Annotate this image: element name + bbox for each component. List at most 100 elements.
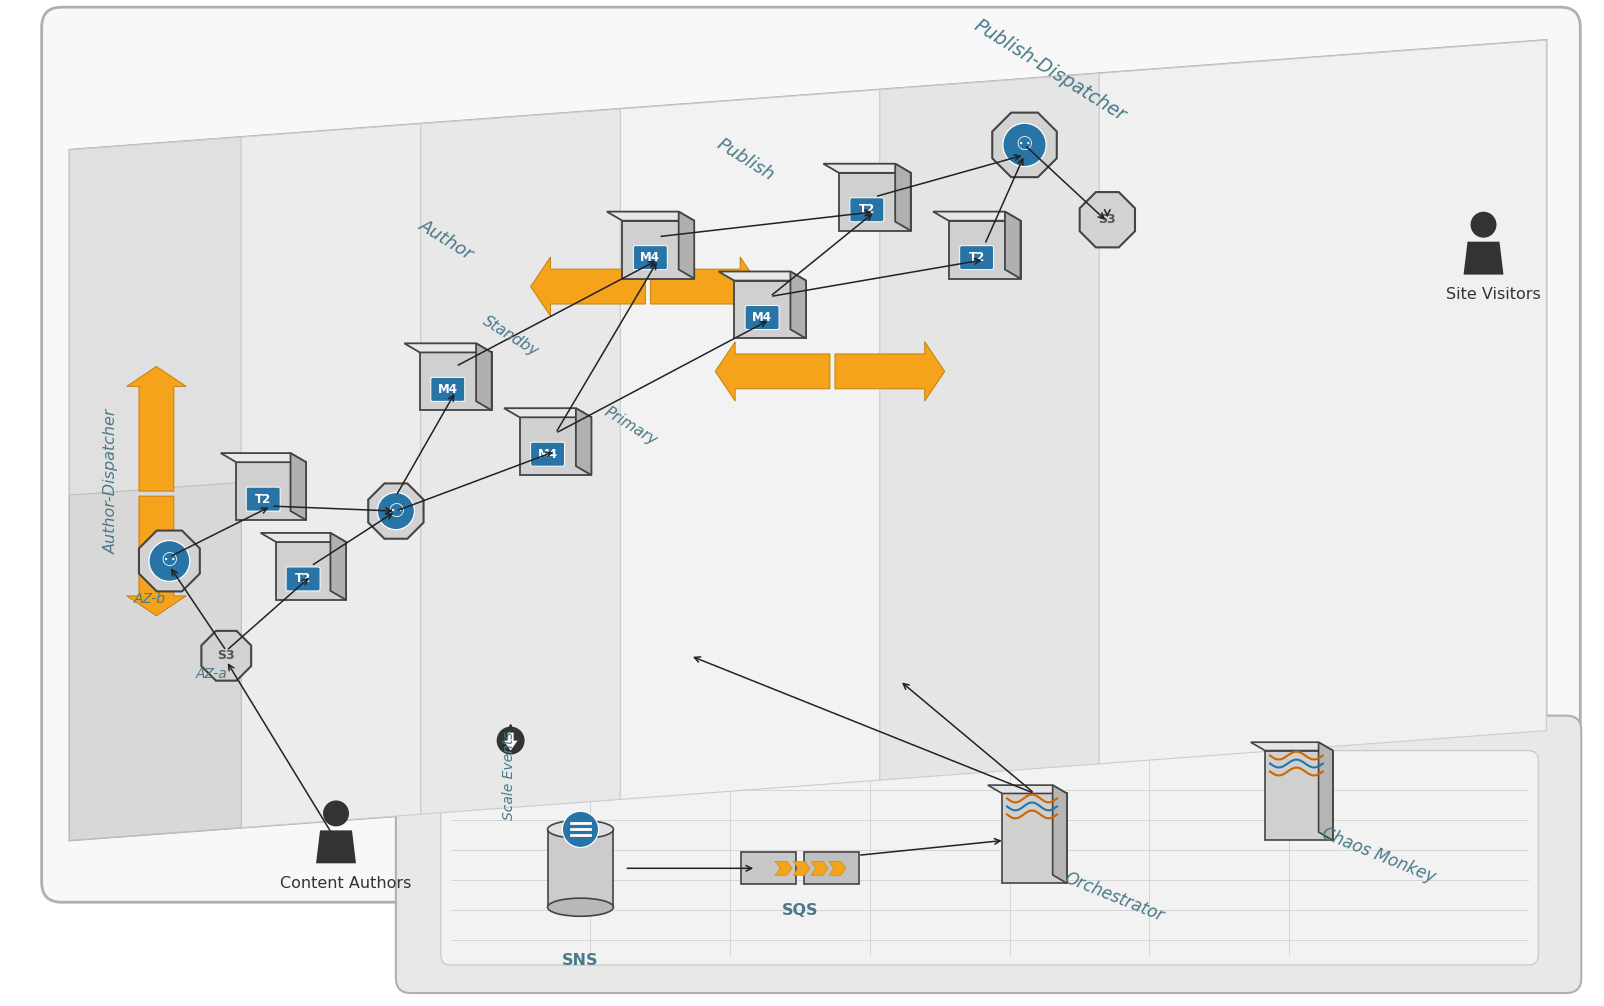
- FancyBboxPatch shape: [396, 715, 1582, 993]
- Text: ⚇: ⚇: [387, 502, 404, 520]
- Circle shape: [149, 540, 189, 581]
- FancyBboxPatch shape: [746, 306, 780, 330]
- Polygon shape: [1318, 742, 1333, 840]
- Polygon shape: [606, 211, 695, 220]
- Text: T2: T2: [858, 203, 876, 216]
- Text: ⚇: ⚇: [1015, 136, 1033, 154]
- Text: T2: T2: [255, 493, 271, 506]
- Polygon shape: [1002, 794, 1067, 883]
- Polygon shape: [330, 533, 346, 600]
- Polygon shape: [1251, 742, 1333, 750]
- Polygon shape: [504, 408, 592, 417]
- Polygon shape: [504, 732, 518, 750]
- Polygon shape: [1006, 211, 1020, 279]
- Polygon shape: [69, 482, 241, 840]
- Polygon shape: [622, 220, 695, 279]
- Text: T2: T2: [295, 572, 311, 585]
- Polygon shape: [839, 173, 911, 230]
- Text: Scale Events: Scale Events: [502, 731, 515, 820]
- Polygon shape: [476, 343, 492, 410]
- Polygon shape: [69, 137, 241, 840]
- Polygon shape: [804, 852, 858, 884]
- Polygon shape: [127, 366, 186, 491]
- Text: ⚇: ⚇: [160, 551, 178, 570]
- Text: Content Authors: Content Authors: [281, 876, 412, 890]
- Polygon shape: [202, 631, 252, 681]
- Circle shape: [377, 493, 414, 529]
- Polygon shape: [829, 861, 845, 875]
- Text: Primary: Primary: [602, 404, 659, 449]
- Polygon shape: [236, 462, 306, 520]
- Text: Publish: Publish: [714, 135, 778, 184]
- FancyBboxPatch shape: [42, 7, 1580, 902]
- Text: SNS: SNS: [563, 953, 598, 968]
- Ellipse shape: [547, 898, 613, 916]
- Polygon shape: [823, 164, 911, 173]
- Polygon shape: [531, 257, 645, 316]
- Polygon shape: [1079, 192, 1136, 247]
- Polygon shape: [69, 40, 1546, 840]
- Polygon shape: [260, 533, 346, 542]
- Polygon shape: [420, 352, 492, 410]
- Ellipse shape: [547, 820, 613, 838]
- Polygon shape: [988, 785, 1067, 794]
- Polygon shape: [1266, 750, 1333, 840]
- Polygon shape: [735, 281, 805, 338]
- Circle shape: [322, 801, 350, 826]
- Text: Chaos Monkey: Chaos Monkey: [1318, 824, 1439, 886]
- Text: M4: M4: [640, 252, 661, 265]
- Text: S3: S3: [1099, 213, 1116, 226]
- Polygon shape: [792, 861, 810, 875]
- Polygon shape: [276, 542, 346, 600]
- Polygon shape: [678, 211, 695, 279]
- Polygon shape: [993, 113, 1057, 177]
- Polygon shape: [715, 342, 829, 401]
- Polygon shape: [934, 211, 1020, 220]
- Polygon shape: [741, 852, 796, 884]
- Text: Author-Dispatcher: Author-Dispatcher: [104, 408, 119, 554]
- Polygon shape: [221, 453, 306, 462]
- Polygon shape: [420, 109, 621, 814]
- FancyBboxPatch shape: [247, 487, 281, 511]
- Polygon shape: [547, 829, 613, 907]
- Polygon shape: [719, 272, 805, 281]
- FancyBboxPatch shape: [959, 245, 993, 270]
- Polygon shape: [404, 343, 492, 352]
- Text: Site Visitors: Site Visitors: [1447, 287, 1541, 302]
- Text: Standby: Standby: [480, 314, 541, 359]
- FancyBboxPatch shape: [850, 198, 884, 221]
- FancyBboxPatch shape: [441, 750, 1538, 965]
- Polygon shape: [241, 124, 420, 828]
- Circle shape: [1471, 211, 1497, 237]
- Polygon shape: [650, 257, 760, 316]
- Text: M4: M4: [438, 383, 457, 395]
- Polygon shape: [520, 417, 592, 475]
- Polygon shape: [881, 73, 1099, 780]
- Polygon shape: [621, 90, 881, 800]
- FancyBboxPatch shape: [531, 443, 565, 466]
- Text: Orchestrator: Orchestrator: [1062, 869, 1166, 926]
- Text: M4: M4: [752, 311, 772, 324]
- Polygon shape: [290, 453, 306, 520]
- Polygon shape: [791, 272, 805, 338]
- Polygon shape: [812, 861, 828, 875]
- Text: SQS: SQS: [781, 902, 818, 917]
- Text: AZ-a: AZ-a: [196, 667, 228, 681]
- Circle shape: [497, 726, 525, 754]
- Polygon shape: [1099, 40, 1546, 764]
- FancyBboxPatch shape: [634, 245, 667, 270]
- Text: Author: Author: [415, 216, 476, 264]
- Polygon shape: [369, 484, 423, 539]
- Polygon shape: [948, 220, 1020, 279]
- Polygon shape: [895, 164, 911, 230]
- Text: AZ-b: AZ-b: [133, 592, 165, 606]
- Polygon shape: [1463, 241, 1503, 275]
- Polygon shape: [140, 530, 200, 592]
- Text: M4: M4: [537, 448, 558, 461]
- Text: T2: T2: [969, 252, 985, 265]
- Polygon shape: [836, 342, 945, 401]
- Circle shape: [1002, 123, 1046, 167]
- Polygon shape: [127, 496, 186, 616]
- FancyBboxPatch shape: [286, 567, 321, 591]
- Polygon shape: [576, 408, 592, 475]
